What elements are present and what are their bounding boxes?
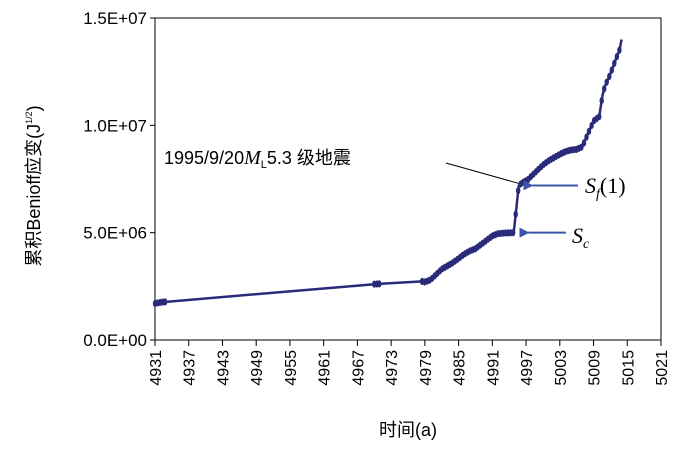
sc-label-main: S — [572, 223, 583, 248]
x-tick-label: 4955 — [283, 350, 300, 386]
x-tick-label: 4985 — [452, 350, 469, 386]
x-tick-label: 4979 — [418, 350, 435, 386]
svg-text:累积Benioff应变(J1/2): 累积Benioff应变(J1/2) — [24, 105, 44, 266]
event-leader-line — [445, 162, 519, 184]
event-magnitude-subscript: L — [261, 159, 267, 171]
x-tick-label: 4967 — [350, 350, 367, 386]
y-tick-label: 5.0E+06 — [83, 224, 147, 243]
data-markers — [152, 46, 622, 308]
data-point — [377, 280, 382, 288]
data-point — [599, 97, 604, 105]
data-point — [516, 187, 521, 195]
x-tick-label: 5009 — [587, 350, 604, 386]
x-axis-label: 时间(a) — [379, 420, 437, 440]
data-point — [607, 72, 612, 80]
event-tail: 5.3 级地震 — [267, 148, 351, 168]
y-axis-label-sup: 1/2 — [24, 111, 34, 124]
y-axis-label-close: ) — [24, 105, 44, 111]
x-tick-label: 5003 — [553, 350, 570, 386]
data-point — [602, 85, 607, 93]
x-tick-label: 4949 — [249, 350, 266, 386]
data-point — [510, 229, 516, 237]
event-date: 1995/9/20 — [164, 148, 244, 168]
sc-label-sub: c — [583, 237, 590, 252]
data-point — [614, 53, 620, 61]
data-point — [597, 113, 602, 121]
data-point — [513, 210, 518, 218]
y-axis-label: 累积Benioff应变(J1/2) — [24, 105, 44, 266]
x-tick-label: 4943 — [215, 350, 232, 386]
x-axis: 4931 4937 4943 4949 4955 4961 4967 4973 4979 4985… — [148, 340, 671, 386]
plot-area-frame — [154, 17, 662, 341]
y-axis: 0.0E+00 5.0E+06 1.0E+07 1.5E+07 — [83, 9, 155, 350]
data-point — [609, 66, 614, 74]
data-point — [584, 133, 589, 141]
x-tick-label: 4973 — [384, 350, 401, 386]
y-axis-label-main: 累积Benioff应变(J — [24, 124, 44, 267]
data-point — [586, 127, 592, 135]
data-point — [581, 139, 587, 147]
event-annotation-label: 1995/9/20ML5.3 级地震 — [164, 147, 351, 171]
x-tick-label: 5021 — [654, 350, 671, 386]
y-tick-label: 1.5E+07 — [83, 9, 147, 28]
y-tick-label: 1.0E+07 — [83, 116, 147, 135]
x-tick-label: 4931 — [148, 350, 165, 386]
sf-label-main: S — [585, 173, 596, 198]
data-point — [589, 121, 594, 130]
x-tick-label: 4961 — [317, 350, 334, 386]
x-tick-label: 4997 — [519, 350, 536, 386]
x-tick-label: 4991 — [485, 350, 502, 386]
data-point — [162, 298, 168, 306]
x-tick-label: 5015 — [620, 350, 637, 386]
y-tick-label: 0.0E+00 — [83, 331, 147, 350]
event-magnitude-symbol: M — [243, 147, 262, 169]
sf-label-tail: (1) — [600, 173, 626, 198]
x-tick-label: 4937 — [182, 350, 199, 386]
sf-label: Sf(1) — [585, 173, 626, 202]
data-point — [617, 46, 622, 54]
annotations: 1995/9/20ML5.3 级地震 Sf(1) Sc — [164, 147, 626, 252]
sf-label-sub: f — [596, 187, 602, 202]
data-point — [612, 59, 617, 67]
sc-label: Sc — [572, 223, 590, 252]
data-point — [604, 78, 609, 86]
